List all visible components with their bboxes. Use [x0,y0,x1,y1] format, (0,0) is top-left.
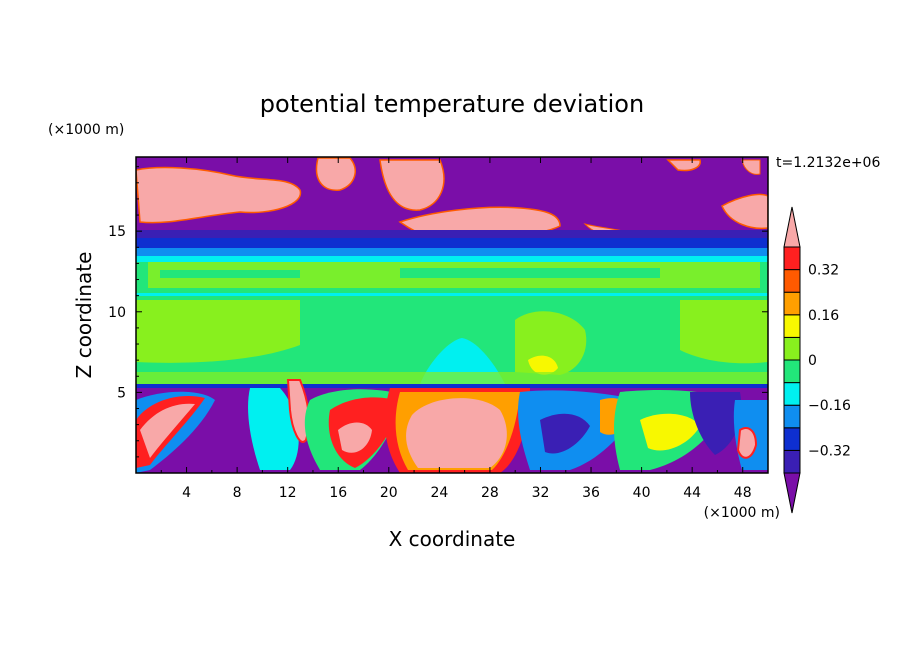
colorbar [783,206,801,514]
field-convective-cell [248,388,299,470]
field-mid-warm-patch [528,355,558,375]
field-mid-detail [400,268,660,278]
field-convective-cell [690,392,742,455]
colorbar-tick-label: 0.32 [808,263,839,279]
field-convective-cell [540,413,590,454]
field-thin-cool-line [136,293,768,296]
colorbar-tick-label: −0.32 [808,443,851,459]
field-upper-warm-patch [379,159,445,211]
field-convective-cell [140,403,195,458]
colorbar-extend-high [783,206,801,248]
colorbar-swatch [783,359,801,384]
time-label: t=1.2132e+06 [776,155,880,171]
colorbar-swatch [783,449,801,474]
colorbar-swatch [783,427,801,451]
colorbar-tick-label: 0.16 [808,308,839,324]
x-tick-label: 12 [279,485,297,501]
field-upper-warm-patch [741,159,761,175]
field-convective-cell [338,422,372,453]
colorbar-swatch [783,382,801,406]
field-upper-warm-patch [721,193,768,230]
colorbar-swatch [783,291,801,316]
field-convective-cell [640,413,700,451]
field-mid-warm-patch [680,300,768,364]
colorbar-ticks: 0.32 0.16 0 −0.16 −0.32 [808,263,851,460]
x-tick-label: 48 [734,485,752,501]
heatmap-field [136,157,768,473]
field-convective-cell [736,427,758,459]
field-stable-band [136,248,768,256]
plot-frame [135,156,769,474]
field-stable-band [136,238,768,248]
field-warm-plume [406,398,507,468]
colorbar-swatch [783,314,801,338]
field-upper-warm-patch [136,166,302,224]
field-stable-band [136,230,768,238]
x-tick-label: 44 [683,485,701,501]
x-units-label: (×1000 m) [704,505,780,521]
x-tick-label: 4 [182,485,191,501]
colorbar-swatch [783,269,801,293]
x-axis: 4 8 12 16 20 24 28 32 36 40 44 48 [160,157,752,501]
x-tick-label: 40 [633,485,651,501]
x-tick-label: 8 [233,485,242,501]
y-axis-title: Z coordinate [72,252,96,379]
colorbar-swatch [783,336,801,361]
x-axis-title: X coordinate [389,527,516,551]
y-tick-label: 15 [108,224,126,240]
field-mid-warm-patch [136,300,300,363]
x-tick-label: 36 [582,485,600,501]
x-tick-label: 32 [532,485,550,501]
colorbar-extend-low [783,472,801,514]
chart-title: potential temperature deviation [260,90,644,118]
y-units-label: (×1000 m) [48,122,124,138]
colorbar-tick-label: −0.16 [808,398,851,414]
y-axis: 5 10 15 [108,166,768,458]
y-tick-label: 10 [108,305,126,321]
colorbar-swatch [783,246,801,271]
field-warm-strip [136,372,768,384]
field-stable-band [136,256,768,262]
x-tick-label: 20 [380,485,398,501]
colorbar-swatch [783,404,801,429]
x-tick-label: 28 [481,485,499,501]
field-boundary-top [136,384,768,388]
colorbar-tick-label: 0 [808,353,817,369]
x-tick-label: 24 [430,485,448,501]
x-tick-label: 16 [329,485,347,501]
field-convective-cell [286,379,310,443]
field-upper-warm-patch [315,157,356,191]
y-tick-label: 5 [117,385,126,401]
field-mid-detail [160,270,300,278]
